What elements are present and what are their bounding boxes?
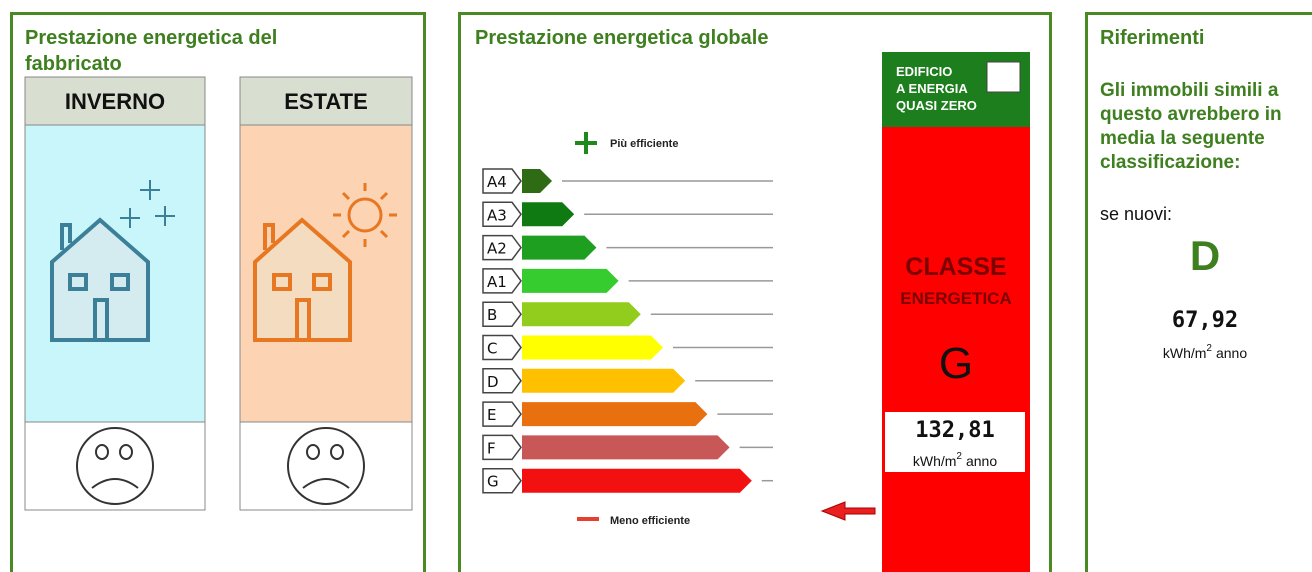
plus-icon [575, 132, 597, 154]
checkbox [986, 61, 1021, 93]
class-bar [522, 335, 663, 360]
unit-suffix: anno [1216, 345, 1247, 361]
minus-icon [577, 517, 599, 521]
class-label: F [487, 439, 496, 457]
house-icon [50, 217, 150, 342]
value: 132,81 [915, 418, 994, 443]
class-bar [522, 302, 641, 327]
summer-column: ESTATE [239, 76, 413, 511]
class-label: G [487, 473, 499, 491]
sad-face [76, 427, 154, 505]
class-label-box [482, 334, 522, 361]
class-label: C [487, 340, 497, 358]
column-title: INVERNO [65, 89, 165, 114]
snow-icon [120, 180, 175, 228]
class-label-box [482, 301, 522, 327]
new-label: se nuovi: [1100, 204, 1172, 224]
class-bar [522, 202, 575, 227]
class-bar [522, 235, 597, 260]
class-label: D [487, 373, 499, 391]
panel-frame [458, 12, 1052, 572]
reference-class: D [1190, 232, 1220, 279]
class-label-box [482, 467, 522, 494]
reference-value: 67,92 [1172, 308, 1238, 333]
class-label: A4 [487, 173, 507, 191]
class-label-box [482, 201, 522, 228]
panel-title: Prestazione energetica del [25, 27, 277, 49]
class-subheading: ENERGETICA [900, 289, 1011, 308]
value-box [885, 412, 1025, 472]
panel-title: Riferimenti [1100, 27, 1204, 49]
class-label: A2 [487, 240, 507, 258]
reference-text: media la seguente [1100, 128, 1265, 149]
panel-title: fabbricato [25, 53, 122, 75]
class-label: E [487, 406, 496, 424]
sad-face [287, 427, 365, 505]
column-foot [24, 421, 206, 511]
class-label: A1 [487, 273, 507, 291]
column-header [239, 76, 413, 126]
class-bar [522, 435, 730, 460]
unit: kWh/m2 anno [1163, 343, 1247, 361]
class-value: G [939, 339, 973, 388]
house-icon [253, 217, 352, 342]
reference-text: questo avrebbero in [1100, 104, 1282, 125]
unit-base: kWh/m [913, 453, 957, 469]
class-bar [522, 268, 619, 293]
class-bar [522, 368, 686, 393]
nzeb-text: A ENERGIA [896, 81, 968, 96]
class-heading: CLASSE [905, 253, 1006, 281]
unit-suffix: anno [966, 453, 997, 469]
class-label-box [482, 234, 522, 261]
scale-top-label: Più efficiente [610, 138, 678, 150]
unit-exponent: 2 [1206, 343, 1212, 354]
class-bar [522, 169, 552, 193]
nzeb-text: QUASI ZERO [896, 98, 977, 113]
scale-bottom-label: Meno efficiente [610, 515, 690, 527]
class-label-box [482, 268, 522, 294]
unit-exponent: 2 [956, 451, 962, 462]
winter-column: INVERNO [24, 76, 206, 511]
class-label-box [482, 401, 522, 427]
unit: kWh/m2 anno [913, 451, 997, 469]
class-label: A3 [487, 206, 507, 224]
nzeb-text: EDIFICIO [896, 64, 952, 79]
reference-text: classificazione: [1100, 152, 1240, 173]
class-box [882, 52, 1030, 572]
column-foot [239, 421, 413, 511]
class-label: B [487, 306, 497, 324]
class-label-box [482, 168, 522, 194]
pointer-arrow [820, 501, 876, 521]
class-bar [522, 468, 752, 493]
sun-icon [333, 183, 397, 247]
class-label-box [482, 434, 522, 461]
panel-title: Prestazione energetica globale [475, 27, 768, 49]
column-header [24, 76, 206, 126]
class-bar [522, 402, 708, 427]
unit-base: kWh/m [1163, 345, 1207, 361]
panel-frame [1085, 12, 1312, 572]
class-label-box [482, 368, 522, 394]
panel-frame [10, 12, 426, 572]
column-title: ESTATE [284, 89, 368, 114]
reference-text: Gli immobili simili a [1100, 80, 1279, 101]
